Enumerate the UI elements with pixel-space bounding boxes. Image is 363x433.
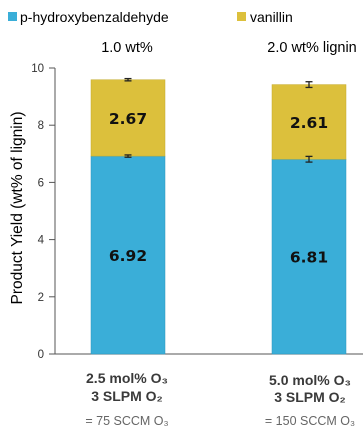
condition-1-line-3: = 75 SCCM O₃	[85, 414, 168, 428]
condition-1-line-2: 3 SLPM O₂	[91, 388, 163, 404]
bar-note-1: 1.0 wt%	[101, 40, 153, 56]
condition-1-line-1: 2.5 mol% O₃	[86, 370, 168, 386]
value-label-1-p-hydroxybenzaldehyde: 6.92	[109, 247, 147, 265]
value-label-2-p-hydroxybenzaldehyde: 6.81	[290, 249, 328, 267]
bar-2-p-hydroxybenzaldehyde	[271, 158, 347, 355]
y-tick-label-4: 4	[38, 235, 45, 247]
y-tick-label-8: 8	[38, 120, 44, 132]
condition-2-line-3: = 150 SCCM O₃	[265, 414, 355, 428]
bar-1-p-hydroxybenzaldehyde	[90, 155, 166, 355]
legend-swatch-p-hydroxybenzaldehyde	[8, 12, 17, 21]
legend-label-p-hydroxybenzaldehyde: p-hydroxybenzaldehyde	[20, 9, 169, 25]
y-tick-label-6: 6	[38, 177, 44, 189]
value-label-1-vanillin: 2.67	[109, 110, 147, 128]
condition-2-line-1: 5.0 mol% O₃	[269, 372, 351, 388]
bar-1-vanillin	[90, 79, 166, 157]
condition-2-line-2: 3 SLPM O₂	[274, 389, 346, 405]
y-ticks: 0 2 4 6 8 10	[31, 63, 55, 361]
legend-swatch-vanillin	[237, 12, 246, 21]
legend-label-vanillin: vanillin	[250, 9, 293, 25]
y-tick-label-0: 0	[38, 349, 44, 361]
bar-note-2: 2.0 wt% lignin	[267, 40, 356, 56]
bars: 6.92 2.67 6.81 2.61	[90, 77, 347, 355]
value-label-2-vanillin: 2.61	[290, 114, 328, 132]
y-axis-title: Product Yield (wt% of lignin)	[9, 112, 26, 305]
bar-2-vanillin	[271, 84, 347, 160]
y-tick-label-2: 2	[38, 292, 44, 304]
y-tick-label-10: 10	[31, 63, 44, 75]
